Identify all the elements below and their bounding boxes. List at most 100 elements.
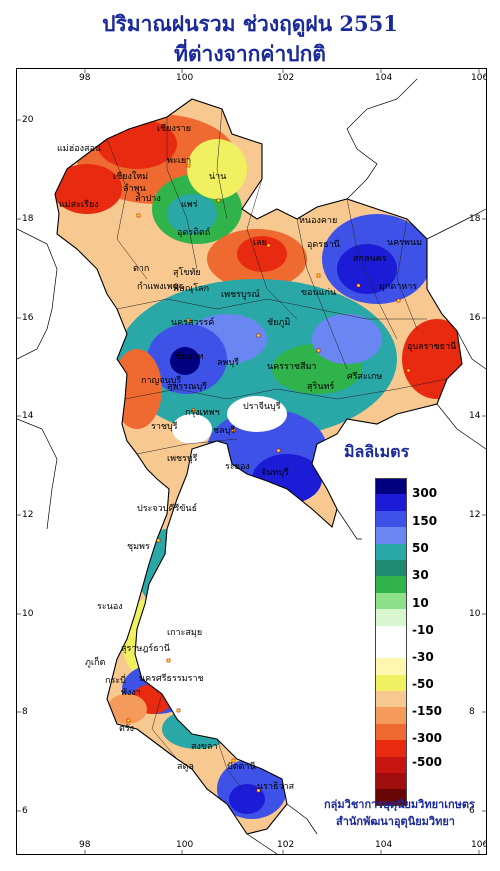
bottom-tick: 104 (375, 840, 393, 850)
right-tick: 18 (469, 214, 481, 224)
province-label: ลำปาง (135, 194, 161, 204)
legend-swatch (375, 641, 407, 659)
legend-swatch (375, 478, 407, 495)
province-label: อุดรธานี (307, 240, 340, 250)
province-label: ราชบุรี (151, 422, 178, 432)
province-label: เกาะสมุย (167, 628, 203, 638)
province-label: นครสวรรค์ (171, 318, 215, 328)
legend-swatch (375, 674, 407, 692)
province-label: สุพรรณบุรี (167, 382, 207, 392)
legend-swatch (375, 773, 407, 790)
province-label: ประจวบคีรีขันธ์ (137, 504, 198, 514)
legend-title: มิลลิเมตร (344, 442, 410, 461)
legend-swatch (375, 691, 407, 708)
province-label: เชียงราย (157, 124, 192, 134)
right-tick: 6 (469, 806, 475, 816)
province-label: จันทบุรี (261, 468, 289, 478)
legend-label: -300 (412, 731, 443, 745)
top-tick: 102 (277, 73, 295, 83)
province-label: เชียงใหม่ (113, 172, 149, 182)
province-label: นครศรีธรรมราช (139, 674, 204, 684)
legend-swatch (375, 707, 407, 724)
legend-label: -30 (412, 650, 434, 664)
province-label: สุราษฎร์ธานี (121, 644, 170, 654)
province-label: ขอนแก่น (301, 288, 337, 298)
province-label: ระยอง (225, 462, 250, 472)
province-label: ชัยนาท (175, 352, 204, 362)
thailand-border (54, 98, 463, 835)
right-tick: 16 (469, 313, 481, 323)
map-frame: 98 100 102 104 106 98 100 102 104 106 20… (16, 68, 487, 855)
province-label: กระบี่ (105, 676, 126, 686)
top-tick: 106 (471, 73, 487, 83)
credit-line1: กลุ่มวิชาการอุตุนิยมวิทยาเกษตร (324, 798, 475, 811)
legend-swatch (375, 592, 407, 610)
legend-swatch (375, 543, 407, 560)
province-label: มุกดาหาร (379, 282, 418, 292)
left-tick: 6 (22, 806, 28, 816)
legend-swatch (375, 527, 407, 544)
bottom-tick: 98 (79, 840, 91, 850)
right-tick: 10 (469, 609, 481, 619)
province-label: อุบลราชธานี (407, 342, 457, 352)
credit-line2: สำนักพัฒนาอุตุนิยมวิทยา (336, 815, 455, 828)
province-label: ปราจีนบุรี (243, 402, 281, 412)
province-label: อุตรดิตถ์ (177, 228, 211, 238)
province-label: เลย (253, 238, 267, 248)
province-label: ระนอง (97, 602, 123, 612)
left-tick: 12 (22, 510, 34, 520)
left-tick: 20 (22, 115, 34, 125)
top-tick: 100 (176, 73, 194, 83)
top-tick: 98 (79, 73, 91, 83)
legend-label: 300 (412, 486, 438, 500)
color-legend (375, 478, 407, 806)
map-title-line2: ที่ต่างจากค่าปกติ (174, 41, 326, 66)
province-label: ตาก (133, 264, 150, 274)
province-label: ภูเก็ต (85, 658, 106, 668)
province-label: ลพบุรี (217, 358, 239, 368)
legend-label: -500 (412, 755, 443, 769)
province-label: กาญจนบุรี (141, 376, 182, 386)
legend-swatch (375, 723, 407, 741)
province-label: พังงา (121, 688, 141, 698)
province-label: น่าน (209, 172, 227, 182)
province-label: สุรินทร์ (307, 382, 335, 392)
legend-swatch (375, 658, 407, 675)
legend-swatch (375, 740, 407, 757)
province-label: นราธิวาส (257, 782, 295, 792)
province-label: ลำพูน (123, 184, 146, 194)
legend-label: -10 (412, 623, 434, 637)
left-tick: 8 (22, 707, 28, 717)
province-label: เพชรบุรี (167, 454, 198, 464)
legend-label: 50 (412, 541, 429, 555)
legend-label: -50 (412, 677, 434, 691)
province-label: แม่ฮ่องสอน (57, 144, 102, 154)
legend-swatch (375, 789, 407, 806)
left-tick: 16 (22, 313, 34, 323)
legend-label: 30 (412, 568, 429, 582)
province-label: ชลบุรี (213, 426, 236, 436)
legend-label: -150 (412, 704, 443, 718)
top-tick: 104 (375, 73, 393, 83)
province-label: สตูล (177, 762, 194, 772)
background-country-outlines (17, 78, 486, 854)
province-label: ปัตตานี (227, 762, 256, 772)
legend-swatch (375, 510, 407, 528)
grid-ticks (17, 69, 486, 854)
left-tick: 14 (22, 411, 34, 421)
province-label: แพร่ (181, 200, 198, 210)
province-label: แม่สะเรียง (59, 200, 99, 210)
station-markers (126, 163, 411, 793)
province-label: ชุมพร (127, 542, 150, 552)
legend-label: 150 (412, 514, 438, 528)
legend-swatch (375, 494, 407, 511)
right-tick: 12 (469, 510, 481, 520)
province-label: กรุงเทพฯ (185, 408, 220, 418)
province-label: ชัยภูมิ (267, 318, 291, 328)
province-label: เพชรบูรณ์ (221, 290, 260, 300)
province-label: สงขลา (191, 742, 218, 752)
province-label: สุโขทัย (173, 268, 201, 278)
province-label: พะเยา (167, 156, 192, 166)
legend-swatch (375, 559, 407, 577)
province-label: ศรีสะเกษ (347, 372, 383, 382)
